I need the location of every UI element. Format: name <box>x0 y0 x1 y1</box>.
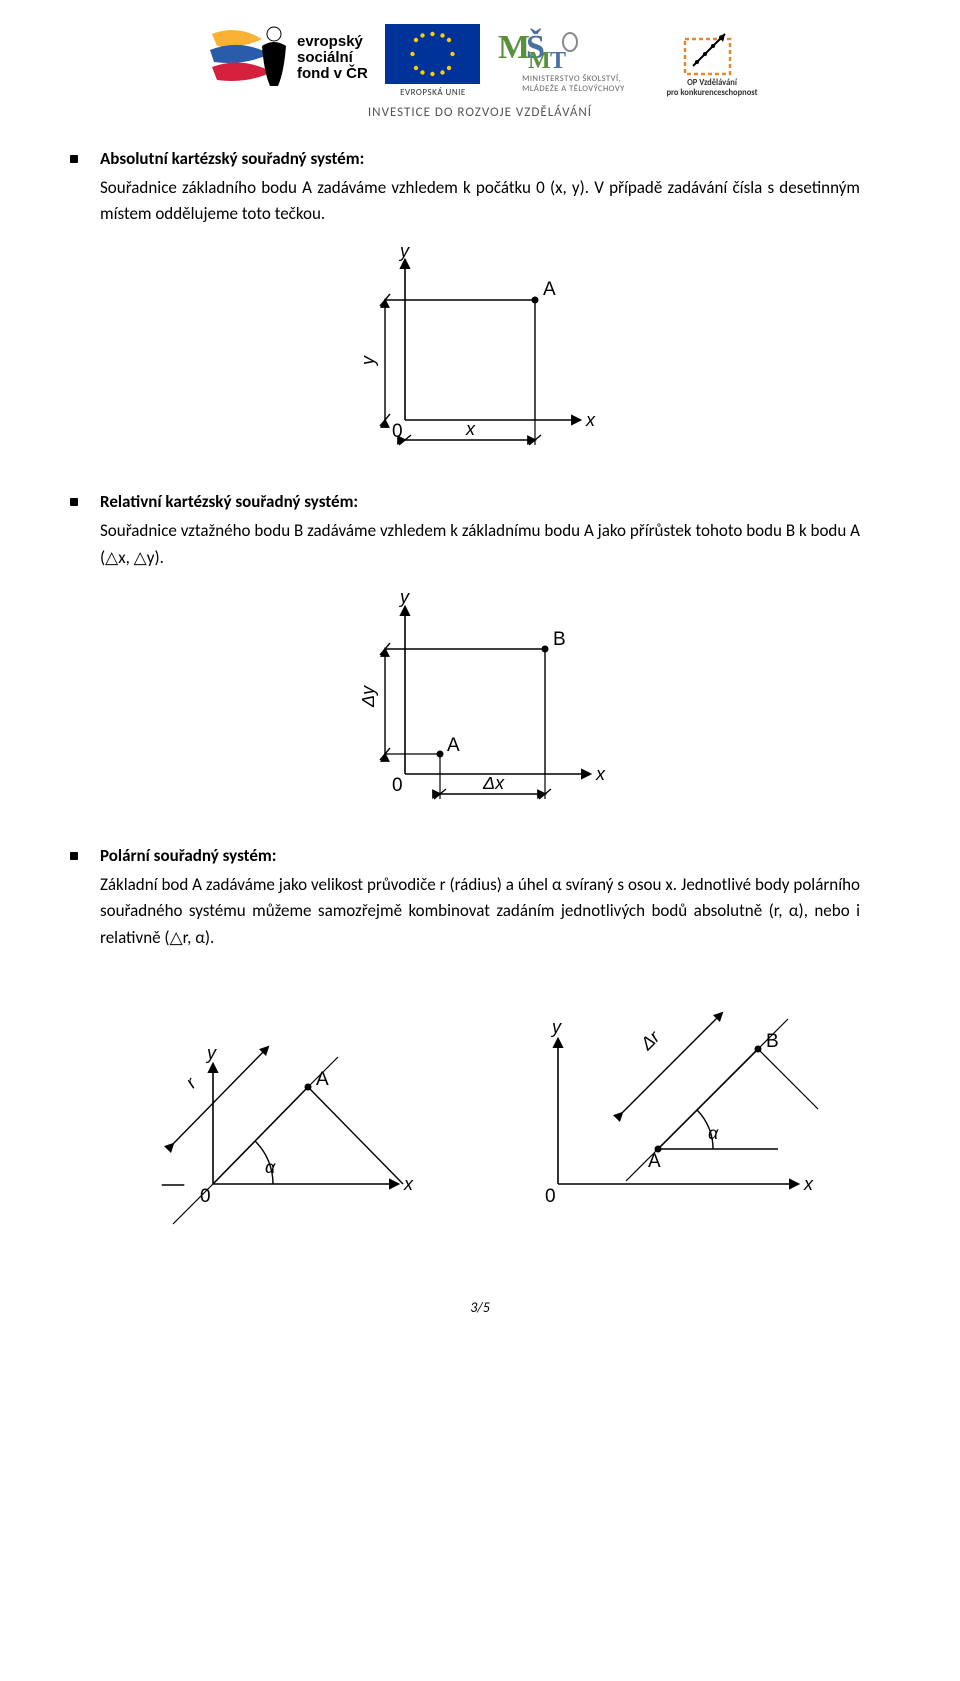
op-line1: OP Vzdělávání <box>687 78 737 88</box>
op-line2: pro konkurenceschopnost <box>666 88 757 98</box>
fig2-dx: Δx <box>482 773 505 793</box>
header-tagline: INVESTICE DO ROZVOJE VZDĚLÁVÁNÍ <box>100 105 860 120</box>
fig3a-x: x <box>403 1174 414 1194</box>
figure-1: x y 0 A x y <box>100 245 860 465</box>
fig3a-y: y <box>205 1043 217 1063</box>
logo-esf: evropský sociální fond v ČR <box>202 24 377 94</box>
section1-text: Souřadnice základního bodu A zadáváme vz… <box>100 175 860 228</box>
figure-3a: x y 0 A r α <box>133 969 433 1229</box>
msmt-line2: MLÁDEŽE A TĚLOVÝCHOVY <box>522 84 625 94</box>
header-logo-strip: evropský sociální fond v ČR EVROPSKÁ UNI… <box>100 0 860 105</box>
fig3b-y: y <box>550 1017 562 1037</box>
logo-op: OP Vzdělávání pro konkurenceschopnost <box>666 24 757 99</box>
fig3b-B: B <box>766 1031 779 1052</box>
bullet-icon <box>70 498 78 506</box>
page: evropský sociální fond v ČR EVROPSKÁ UNI… <box>0 0 960 1356</box>
section2-heading: Relativní kartézský souřadný systém: <box>100 491 860 512</box>
fig3b-A: A <box>648 1151 661 1172</box>
fig3a-alpha: α <box>265 1157 276 1177</box>
fig1-ydim: y <box>358 355 378 367</box>
figure-3b: x y 0 A B Δr α <box>498 969 828 1229</box>
fig3b-x: x <box>803 1174 814 1194</box>
section2-title: Relativní kartézský souřadný systém: <box>100 491 358 512</box>
fig1-origin: 0 <box>392 421 403 442</box>
fig2-pointB: B <box>553 629 566 650</box>
fig3b-o: 0 <box>545 1186 556 1207</box>
section1-heading: Absolutní kartézský souřadný systém: <box>100 148 860 169</box>
esf-text-2: sociální <box>297 49 354 66</box>
fig3a-A: A <box>316 1069 329 1090</box>
fig2-xaxis: x <box>595 764 606 784</box>
page-number: 3/5 <box>100 1299 860 1316</box>
fig3a-r: r <box>181 1073 200 1092</box>
bullet-icon <box>70 155 78 163</box>
fig1-xdim: x <box>465 419 476 439</box>
fig1-yaxis: y <box>398 245 410 261</box>
fig2-yaxis: y <box>398 589 410 607</box>
figure-2: x y 0 A B Δx Δy <box>100 589 860 819</box>
logo-eu: EVROPSKÁ UNIE <box>385 24 480 98</box>
fig3a-o: 0 <box>200 1186 211 1207</box>
figure-3: x y 0 A r α <box>100 969 860 1229</box>
fig2-origin: 0 <box>392 775 403 796</box>
msmt-line1: MINISTERSTVO ŠKOLSTVÍ, <box>522 74 621 84</box>
fig3b-dr: Δr <box>635 1026 663 1054</box>
fig1-xaxis: x <box>585 410 596 430</box>
section3-title: Polární souřadný systém: <box>100 845 276 866</box>
section3-text: Základní bod A zadáváme jako velikost pr… <box>100 872 860 951</box>
fig1-pointA: A <box>543 279 556 300</box>
fig2-pointA: A <box>447 735 460 756</box>
esf-text-3: fond v ČR <box>297 64 368 82</box>
fig3b-alpha: α <box>708 1123 719 1143</box>
svg-text:M: M <box>528 48 551 74</box>
section2-text: Souřadnice vztažného bodu B zadáváme vzh… <box>100 518 860 571</box>
fig2-dy: Δy <box>358 685 378 708</box>
logo-msmt: M Š M T MINISTERSTVO ŠKOLSTVÍ, MLÁDEŽE A… <box>488 24 658 94</box>
section3-heading: Polární souřadný systém: <box>100 845 860 866</box>
section1-title: Absolutní kartézský souřadný systém: <box>100 148 364 169</box>
esf-text-1: evropský <box>297 33 364 50</box>
bullet-icon <box>70 852 78 860</box>
eu-caption: EVROPSKÁ UNIE <box>400 87 466 98</box>
svg-text:T: T <box>550 48 566 74</box>
